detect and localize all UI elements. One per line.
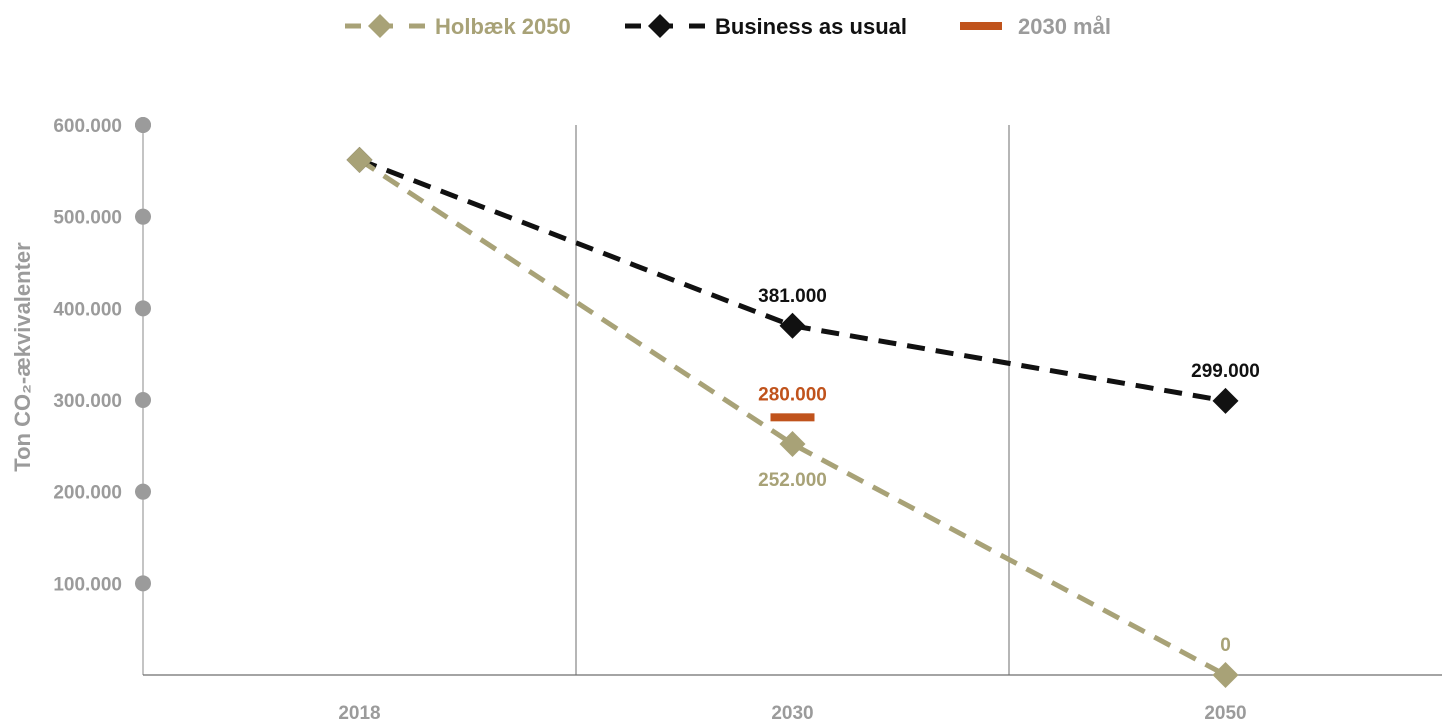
y-tick-dot — [135, 392, 151, 408]
data-label: 299.000 — [1191, 361, 1260, 382]
legend-target-swatch — [960, 22, 1002, 30]
data-point-marker — [1212, 662, 1239, 688]
legend-label: Holbæk 2050 — [435, 14, 571, 39]
legend-label: 2030 mål — [1018, 14, 1111, 39]
data-point-marker — [1212, 387, 1239, 414]
legend: Holbæk 2050 Business as usual 2030 mål — [345, 14, 1111, 39]
x-tick-label: 2030 — [771, 703, 813, 722]
data-point-marker — [779, 431, 806, 457]
series-layer — [346, 146, 1239, 688]
y-tick-dot — [135, 300, 151, 317]
y-axis: 100.000 200.000 300.000 400.000 500.000 600.0… — [53, 116, 151, 675]
data-labels: 280.000 252.000 0 381.000 299.000 — [758, 286, 1260, 656]
target-marker — [770, 413, 815, 422]
data-point-marker — [779, 312, 806, 339]
y-tick-dot — [135, 117, 151, 133]
target-layer — [770, 413, 815, 422]
grid — [575, 125, 1010, 675]
x-axis: 2018 2030 2050 — [143, 674, 1442, 722]
target-label: 280.000 — [758, 384, 827, 405]
y-tick-label: 200.000 — [53, 483, 122, 504]
legend-label: Business as usual — [715, 14, 907, 39]
legend-marker — [648, 14, 672, 38]
y-tick-label: 600.000 — [53, 116, 122, 137]
y-tick-dot — [135, 483, 151, 500]
y-tick-label: 100.000 — [53, 574, 122, 595]
y-tick-dot — [135, 208, 151, 225]
data-label: 252.000 — [758, 470, 827, 491]
series-line — [358, 157, 1226, 404]
y-tick-label: 500.000 — [53, 208, 122, 229]
x-tick-label: 2018 — [338, 703, 380, 722]
y-tick-dot — [135, 575, 151, 592]
x-tick-label: 2050 — [1204, 703, 1246, 722]
data-label: 381.000 — [758, 286, 827, 307]
y-tick-label: 300.000 — [53, 391, 122, 412]
data-label: 0 — [1220, 635, 1231, 656]
y-tick-label: 400.000 — [53, 299, 122, 320]
y-axis-title: Ton CO₂-ækvivalenter — [10, 242, 35, 472]
data-point-marker — [346, 146, 373, 173]
series-line — [358, 157, 1227, 678]
legend-marker — [368, 14, 392, 38]
